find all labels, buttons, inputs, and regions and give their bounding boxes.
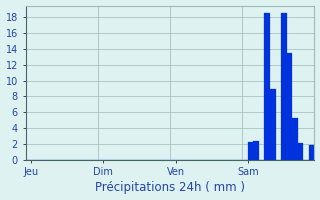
Bar — [253, 141, 259, 160]
Bar — [264, 13, 270, 160]
Bar — [292, 118, 298, 160]
X-axis label: Précipitations 24h ( mm ): Précipitations 24h ( mm ) — [95, 181, 245, 194]
Bar — [281, 13, 287, 160]
Bar — [270, 89, 276, 160]
Bar — [298, 143, 303, 160]
Bar — [309, 145, 315, 160]
Bar — [287, 53, 292, 160]
Bar — [248, 142, 253, 160]
